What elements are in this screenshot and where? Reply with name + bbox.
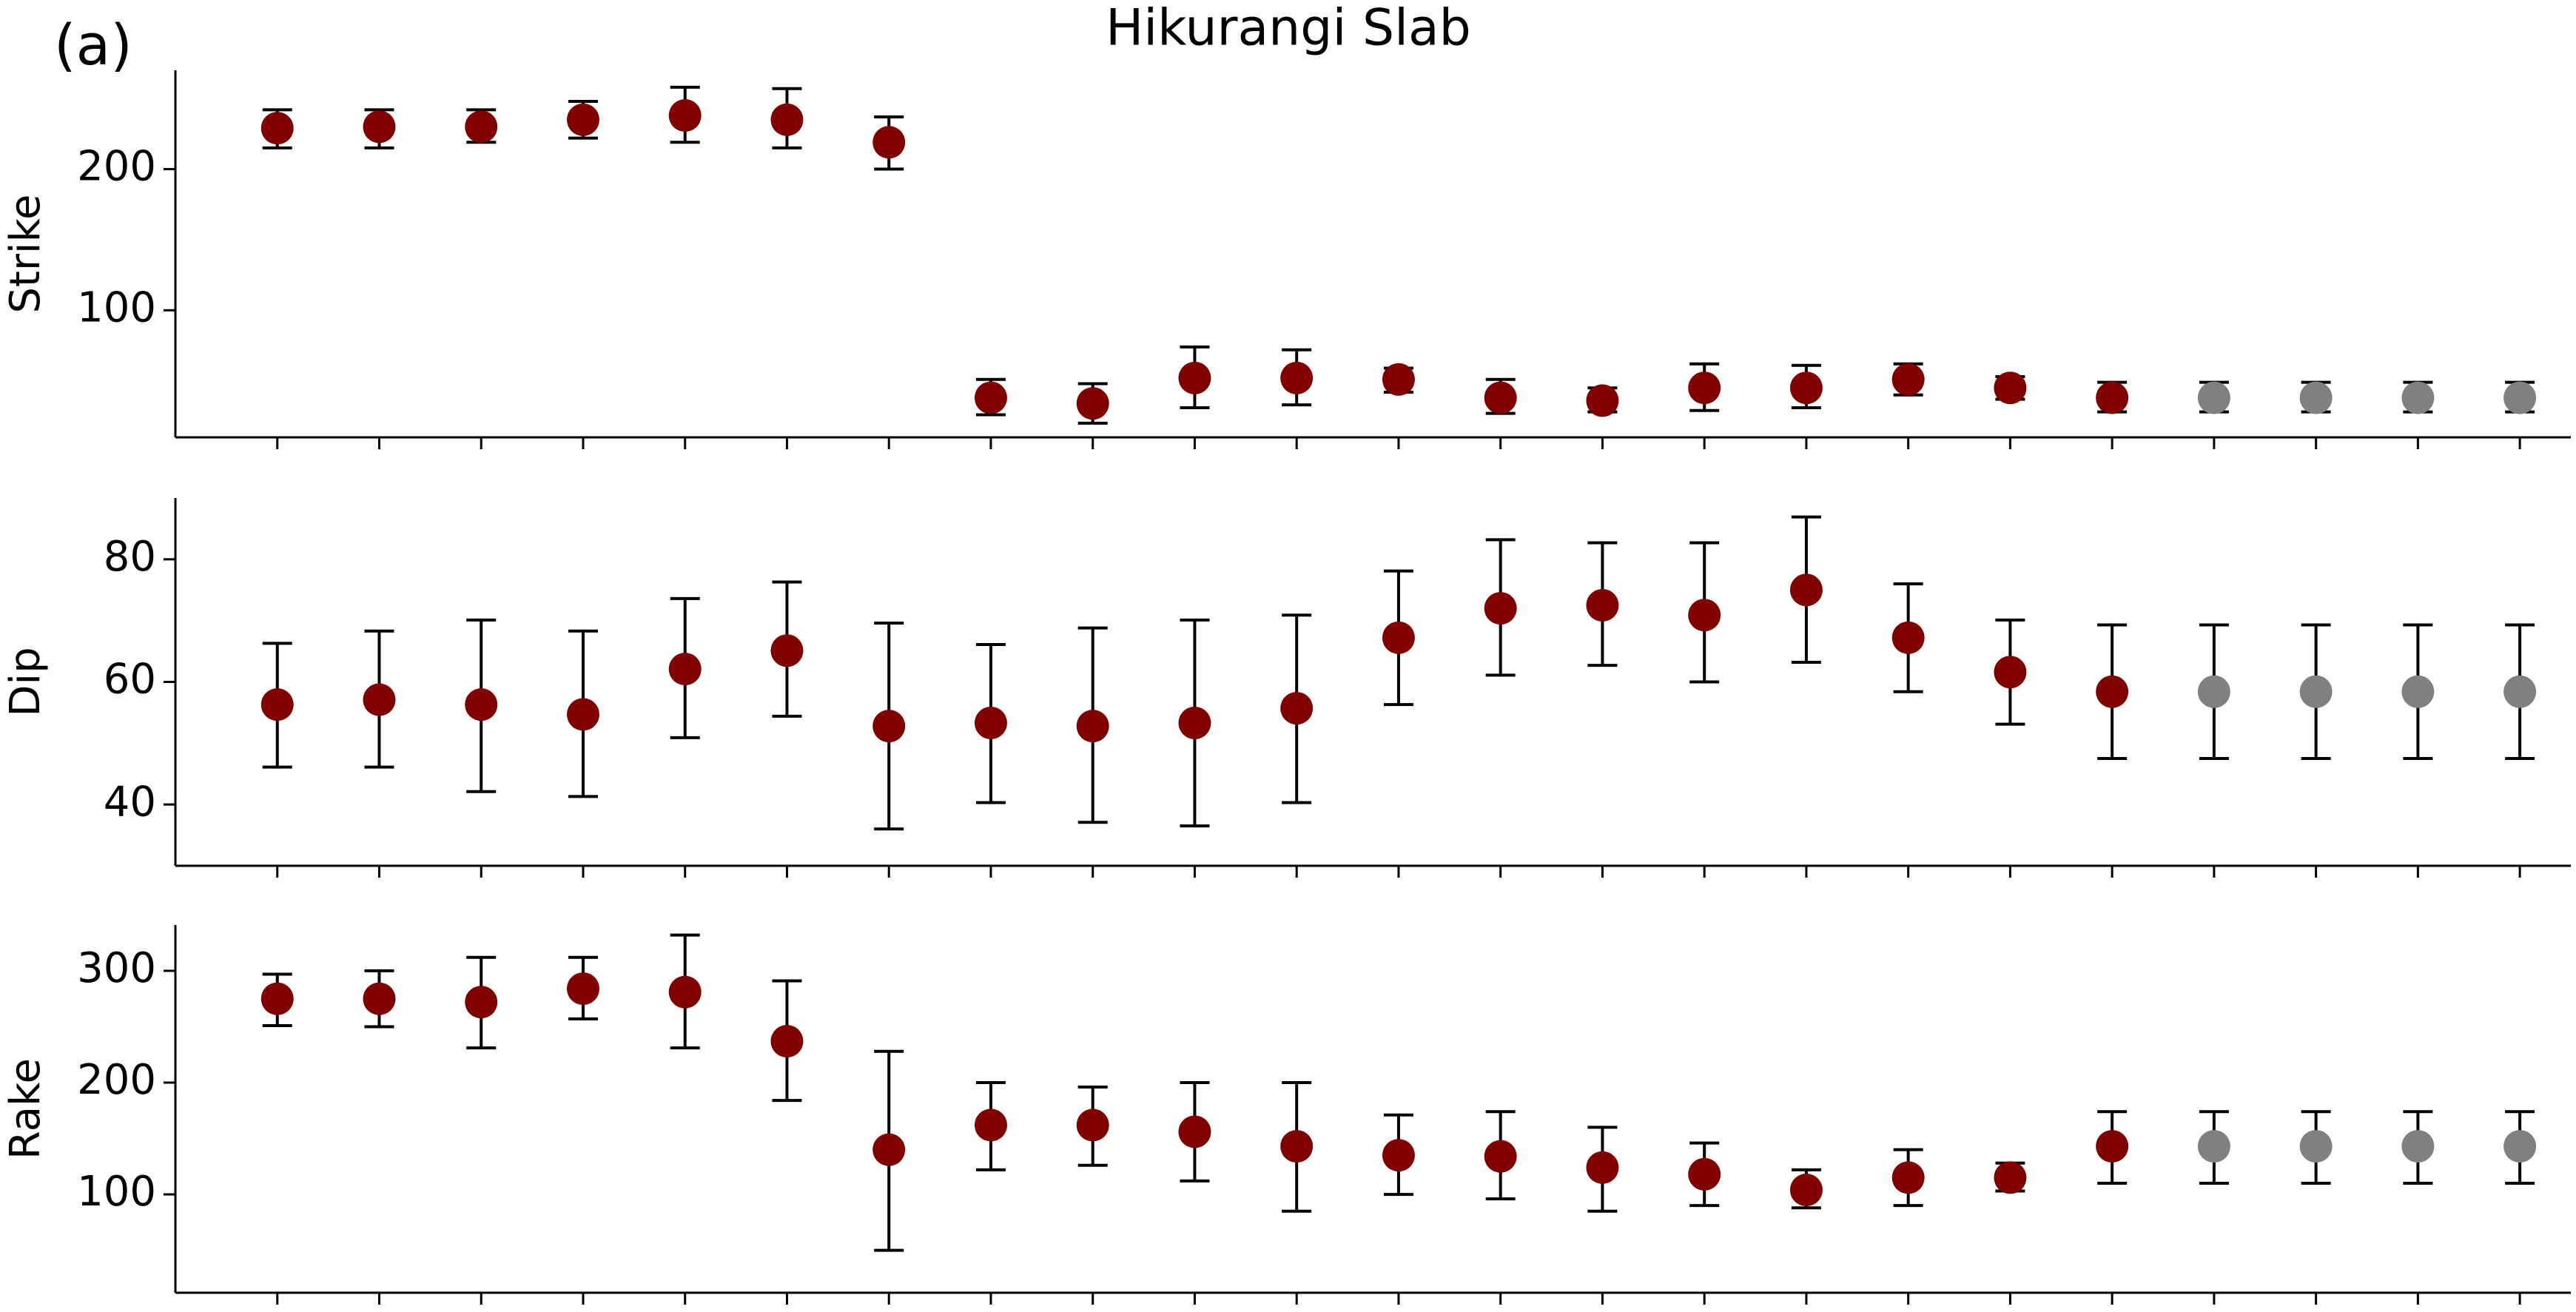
- y-axis-label: Rake: [1, 1058, 50, 1160]
- y-tick-label: 40: [104, 778, 156, 826]
- point: [1891, 363, 1925, 396]
- y-axis-label: Strike: [1, 195, 50, 314]
- point: [1280, 692, 1314, 725]
- point: [465, 986, 498, 1019]
- point: [260, 112, 294, 145]
- point: [2299, 381, 2333, 414]
- point: [1382, 1139, 1415, 1172]
- point: [1891, 1161, 1925, 1194]
- y-tick-label: 200: [77, 143, 156, 191]
- point: [1178, 706, 1211, 739]
- point: [2401, 381, 2435, 414]
- point: [1484, 592, 1517, 625]
- y-tick-label: 200: [77, 1056, 156, 1104]
- point: [770, 634, 804, 667]
- point: [1688, 599, 1721, 632]
- point: [872, 1133, 906, 1166]
- point: [2096, 675, 2129, 708]
- point: [1280, 1130, 1314, 1163]
- point: [260, 688, 294, 721]
- y-tick-label: 80: [104, 533, 156, 581]
- chart-title: Hikurangi Slab: [1106, 0, 1471, 58]
- point: [2197, 1130, 2230, 1163]
- point: [1789, 573, 1823, 607]
- point: [2096, 1130, 2129, 1163]
- point: [1382, 363, 1415, 396]
- point: [668, 653, 702, 686]
- point: [566, 103, 599, 136]
- point: [1586, 588, 1619, 622]
- point: [872, 126, 906, 159]
- point: [363, 683, 396, 716]
- point: [1280, 361, 1314, 394]
- y-tick-label: 100: [77, 1168, 156, 1216]
- point: [1484, 1140, 1517, 1173]
- point: [260, 982, 294, 1015]
- point: [2401, 1130, 2435, 1163]
- point: [668, 975, 702, 1009]
- point: [1891, 621, 1925, 654]
- point: [1688, 371, 1721, 405]
- point: [1076, 710, 1109, 743]
- panel-label: (a): [54, 12, 132, 78]
- point: [1076, 1109, 1109, 1142]
- point: [974, 706, 1007, 739]
- point: [1994, 1161, 2027, 1194]
- point: [363, 982, 396, 1015]
- point: [2197, 381, 2230, 414]
- point: [465, 110, 498, 144]
- y-tick-label: 300: [77, 944, 156, 992]
- point: [1382, 621, 1415, 654]
- point: [1789, 1174, 1823, 1207]
- point: [2197, 675, 2230, 708]
- y-tick-label: 100: [77, 283, 156, 332]
- point: [1178, 1115, 1211, 1148]
- point: [566, 698, 599, 731]
- point: [2299, 675, 2333, 708]
- y-tick-label: 60: [104, 656, 156, 704]
- point: [872, 710, 906, 743]
- point: [1994, 656, 2027, 689]
- point: [465, 688, 498, 721]
- point: [974, 1109, 1007, 1142]
- point: [770, 103, 804, 136]
- point: [2299, 1130, 2333, 1163]
- point: [1076, 387, 1109, 420]
- point: [2503, 1130, 2537, 1163]
- point: [2503, 675, 2537, 708]
- point: [770, 1025, 804, 1058]
- point: [1586, 1151, 1619, 1184]
- point: [566, 972, 599, 1006]
- point: [363, 110, 396, 144]
- point: [1994, 371, 2027, 405]
- point: [1178, 361, 1211, 394]
- point: [1789, 371, 1823, 405]
- point: [1688, 1157, 1721, 1191]
- point: [1484, 381, 1517, 414]
- point: [2096, 381, 2129, 414]
- point: [2503, 381, 2537, 414]
- point: [1586, 384, 1619, 417]
- y-axis-label: Dip: [1, 647, 50, 716]
- point: [668, 99, 702, 132]
- point: [974, 381, 1007, 414]
- point: [2401, 675, 2435, 708]
